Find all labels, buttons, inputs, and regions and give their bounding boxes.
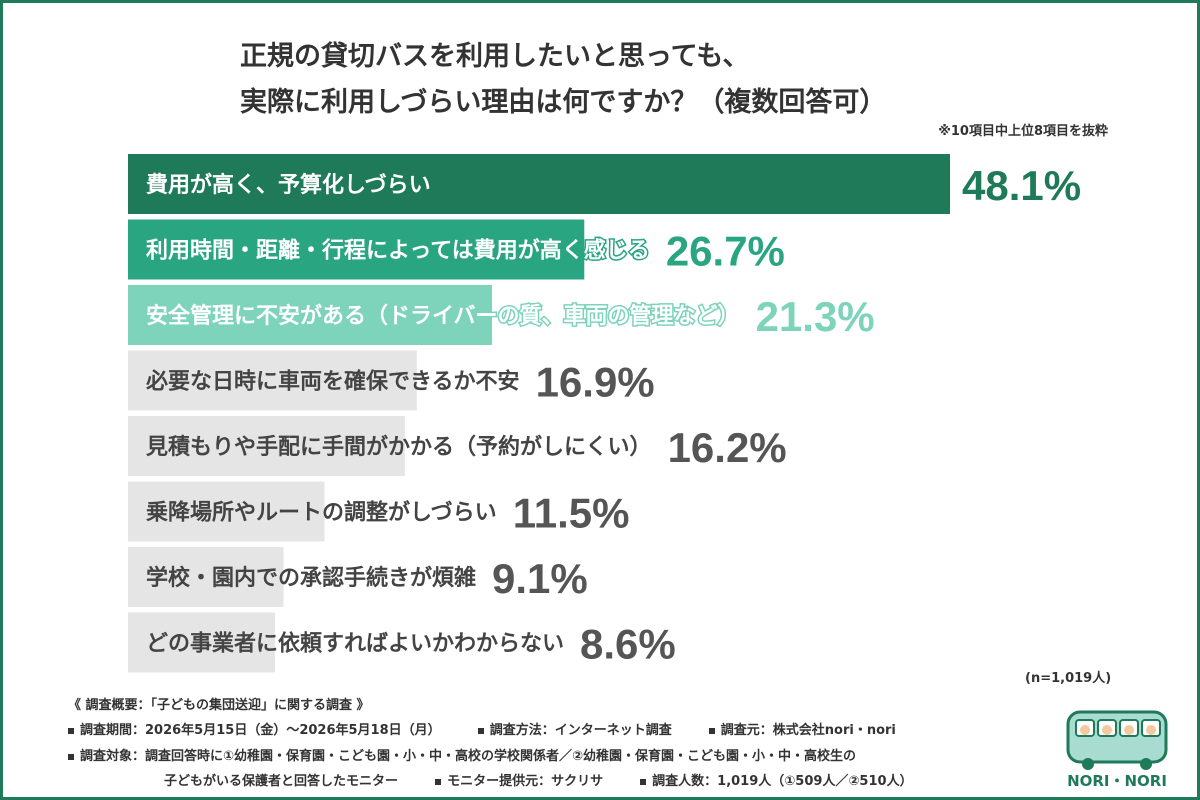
nori-nori-logo: NORI・NORI [1066,710,1168,790]
category-label-4: 必要な日時に車両を確保できるか不安 [146,369,520,395]
footer-method: 調査方法：インターネット調査 [489,723,672,738]
footer-heading: 《 調査概要：「子どもの集団送迎」に関する調査 》 [68,698,370,713]
logo-text: NORI・NORI [1067,772,1167,790]
category-label-6: 乗降場所やルートの調整がしづらい [146,500,497,526]
footer-target-line2: 子どもがいる保護者と回答したモニター [164,774,399,789]
category-label-8: どの事業者に依頼すればよいかわからない [146,631,564,657]
sample-size-label: (n=1,019人) [1025,671,1112,686]
value-label-5: 16.2% [668,424,787,471]
bar-6 [128,481,325,542]
bullet-square [68,727,74,734]
bar-2 [128,219,585,280]
value-label-1: 48.1% [962,162,1081,209]
footer-row-2: 調査対象：調査回答時に①幼稚園・保育園・こども園・小・中・高校の学校関係者／②幼… [68,745,856,764]
footer-target-line1: 調査対象：調査回答時に①幼稚園・保育園・こども園・小・中・高校の学校関係者／②幼… [80,749,857,764]
footer-count: 調査人数：1,019人（①509人／②510人） [652,774,913,789]
bar-5 [128,416,405,476]
bullet-square [68,753,74,760]
value-label-8: 8.6% [580,621,676,668]
bullet-square [477,727,484,734]
value-label-3: 21.3% [756,293,875,340]
value-label-7: 9.1% [492,555,588,602]
bar-1 [128,154,950,214]
footer-provider: モニター提供元：サクリサ [447,774,604,789]
chart-title: 正規の貸切バスを利用したいと思っても、 実際に利用しづらい理由は何ですか？（複数… [240,34,1040,126]
value-label-4: 16.9% [536,359,655,406]
bullet-square [708,727,715,734]
value-label-2: 26.7% [666,228,785,275]
bar-8 [128,612,275,673]
bullet-square [640,778,647,785]
note-text: ※10項目中上位8項目を抜粋 [938,124,1108,139]
bullet-square [435,778,442,785]
chart-title-line1: 正規の貸切バスを利用したいと思っても、 [240,41,750,72]
category-label-1: 費用が高く、予算化しづらい [146,172,431,198]
footer-source: 調査元：株式会社nori・nori [720,723,896,738]
category-label-7: 学校・園内での承認手続きが煩雑 [146,565,476,591]
category-label-3: 安全管理に不安がある（ドライバーの質、車両の管理など） [146,303,740,329]
chart-title-line2: 実際に利用しづらい理由は何ですか？（複数回答可） [240,87,887,118]
footer-row-1: 調査期間：2026年5月15日（金）〜2026年5月18日（月） 調査方法：イン… [68,719,896,738]
category-label-2: 利用時間・距離・行程によっては費用が高く感じる [146,238,650,264]
category-label-5: 見積もりや手配に手間がかかる（予約がしにくい） [146,434,652,460]
footer-period: 調査期間：2026年5月15日（金）〜2026年5月18日（月） [80,723,441,738]
footer-row-3: 子どもがいる保護者と回答したモニター モニター提供元：サクリサ 調査人数：1,0… [164,770,913,789]
bar-7 [128,547,284,607]
bar-3 [128,285,493,345]
bar-4 [128,350,417,411]
value-label-6: 11.5% [513,490,630,537]
